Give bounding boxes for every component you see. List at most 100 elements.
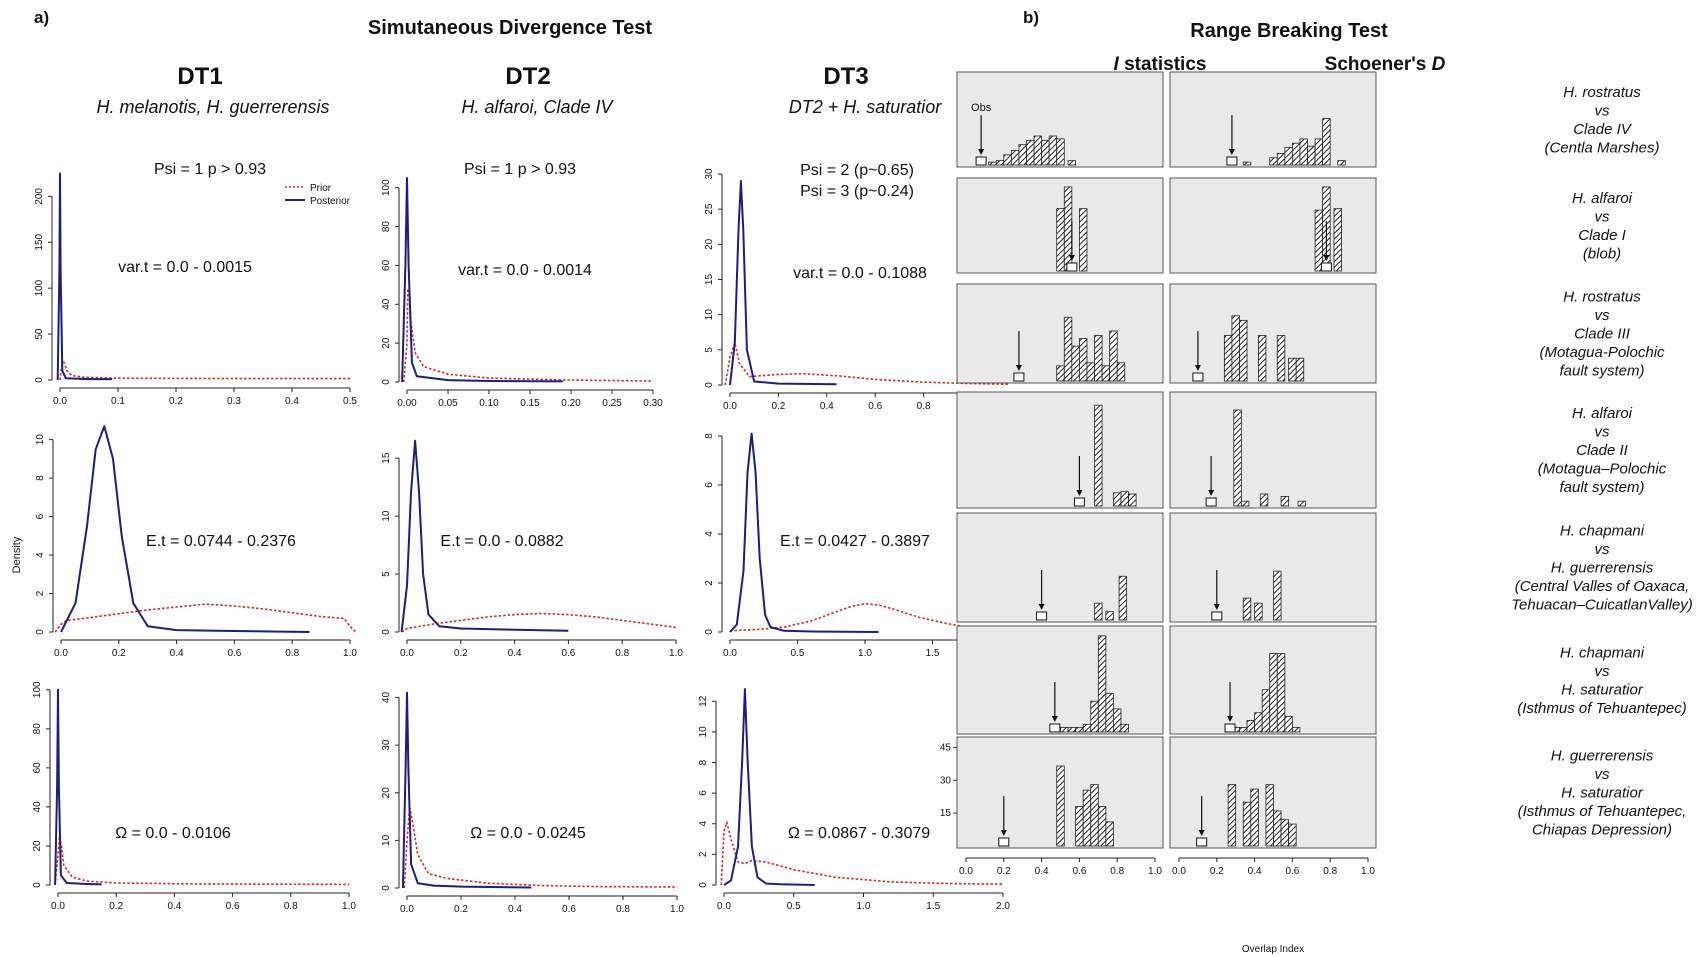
- observed-marker: [1205, 497, 1217, 507]
- observed-arrow-head: [1198, 830, 1205, 836]
- x-tick-label: 0.0: [723, 648, 737, 659]
- y-tick-label: 100: [34, 279, 45, 296]
- density-plot-dt1-vart: 0.0 0.1 0.2 0.3 0.4 0.5 0 50 100 150 200: [34, 172, 357, 407]
- x-tick-label: 1.5: [926, 901, 940, 912]
- histogram-bar: [1322, 118, 1331, 166]
- prior-curve: [403, 806, 678, 889]
- histogram-bar: [1314, 209, 1324, 272]
- histogram-bar: [1060, 726, 1069, 733]
- x-tick-label: 1.0: [1361, 866, 1375, 877]
- histogram-frame: [1169, 177, 1377, 274]
- observed-arrow-head: [1038, 604, 1045, 610]
- y-tick-label: 80: [381, 221, 392, 233]
- comparison-label-line: vs: [1595, 102, 1611, 119]
- y-tick-label: 0: [381, 379, 392, 385]
- observed-arrow-head: [1051, 716, 1058, 722]
- panel-b-letter: b): [1023, 8, 1039, 27]
- x-tick-label: 0.5: [791, 648, 805, 659]
- x-tick-label: 0.4: [1248, 866, 1262, 877]
- observed-marker: [1226, 156, 1238, 166]
- x-tick-label: 0.6: [868, 401, 882, 412]
- x-tick-label: 0.0: [723, 401, 737, 412]
- i-italic: I: [1114, 54, 1120, 75]
- comparison-label-line: fault system): [1559, 479, 1644, 496]
- histogram-bar: [1273, 810, 1282, 847]
- histogram-bar: [1288, 823, 1297, 847]
- x-tick-label: 0.8: [616, 904, 630, 915]
- x-tick-label: 0.2: [112, 648, 126, 659]
- observed-marker: [1196, 837, 1208, 847]
- comparison-label-line: H. guerrerensis: [1551, 560, 1654, 577]
- density-plot-dt1-omega: 0.0 0.2 0.4 0.6 0.8 1.0 0 20 40 60 80 100: [32, 681, 356, 912]
- histogram-bar: [1314, 138, 1324, 166]
- posterior-curve: [723, 688, 815, 886]
- histogram-bar: [1033, 135, 1043, 166]
- x-tick-label: 1.0: [343, 648, 357, 659]
- dt3-omega-annotation: Ω = 0.0867 - 0.3079: [788, 825, 930, 842]
- histogram-bar: [1094, 602, 1103, 621]
- histogram-bar: [1227, 784, 1237, 847]
- histogram-panel: [956, 512, 1164, 623]
- prior-curve: [54, 835, 350, 886]
- density-plot-dt3-omega: 0.0 0.5 1.0 1.5 2.0 0 2 4 6 8 10 12: [698, 688, 1010, 912]
- x-tick-label: 0.0: [54, 648, 68, 659]
- x-tick-label: 0.25: [602, 398, 622, 409]
- x-tick-label: 0.0: [400, 904, 414, 915]
- x-tick-label: 0.8: [1110, 866, 1124, 877]
- observed-marker: [998, 837, 1010, 847]
- y-tick-label: 20: [704, 238, 715, 250]
- histogram-frame: [1169, 512, 1377, 623]
- legend-prior-label: Prior: [310, 183, 332, 194]
- comparison-label-line: Chiapas Depression): [1532, 822, 1672, 839]
- histogram-bar: [1056, 208, 1065, 272]
- y-tick-label: 6: [698, 790, 709, 796]
- histogram-bar: [1048, 135, 1058, 166]
- comparison-label: H. guerrerensis vs H. saturatior (Isthmus o…: [1518, 748, 1687, 839]
- posterior-curve: [60, 425, 310, 633]
- obs-label: Obs: [971, 102, 992, 114]
- histogram-panel: Obs: [956, 71, 1164, 168]
- y-tick-label: 2: [35, 590, 46, 596]
- y-tick-label: 40: [381, 298, 392, 310]
- x-tick-label: 0.5: [787, 901, 801, 912]
- x-tick-label: 0.4: [170, 648, 184, 659]
- y-tick-label: 4: [35, 552, 46, 558]
- y-tick-label: 100: [32, 681, 43, 698]
- y-axis-label-density: Density: [11, 536, 23, 573]
- histogram-bar: [1063, 316, 1073, 382]
- comparison-label-line: (Isthmus of Tehuantepec,: [1518, 803, 1687, 820]
- y-tick-label: 0: [381, 885, 392, 891]
- x-tick-label: 0.5: [343, 396, 357, 407]
- dt3-vart-annotation: var.t = 0.0 - 0.1088: [793, 265, 927, 282]
- histogram-bar: [1242, 161, 1252, 166]
- histogram-bar: [1239, 319, 1248, 382]
- y-tick-label: 2: [704, 580, 715, 586]
- histogram-frame: [1169, 391, 1377, 509]
- y-tick-label: 20: [381, 787, 392, 799]
- posterior-curve: [56, 172, 113, 381]
- legend-posterior-label: Posterior: [310, 196, 351, 207]
- histogram-bar: [1128, 493, 1137, 507]
- observed-marker: [1073, 497, 1085, 507]
- comparison-label: H. rostratus vs Clade III (Motagua-Polochic…: [1539, 289, 1665, 380]
- observed-arrow-head: [1076, 490, 1083, 496]
- panel-b-title: Range Breaking Test: [1190, 20, 1388, 42]
- histogram-bar: [1246, 720, 1256, 733]
- y-tick-label: 8: [698, 759, 709, 765]
- histogram-bar: [1075, 806, 1084, 847]
- y-tick-label: 5: [704, 347, 715, 353]
- x-tick-label: 0.2: [771, 401, 785, 412]
- histogram-bar: [1105, 693, 1114, 733]
- y-tick-label: 8: [35, 475, 46, 481]
- density-plot-dt3-vart: 0.00.20.40.60.81.0051015202530: [704, 168, 1009, 412]
- observed-marker: [1224, 723, 1236, 733]
- y-tick-label: 10: [381, 834, 392, 846]
- comparison-label-line: H. rostratus: [1563, 84, 1641, 101]
- x-tick-label: 0.4: [508, 904, 522, 915]
- comparison-label-line: Clade I: [1578, 227, 1626, 244]
- x-tick-label: 0.6: [561, 648, 575, 659]
- x-tick-label: 0.4: [167, 901, 181, 912]
- comparison-label-line: vs: [1595, 766, 1611, 783]
- comparison-label-line: vs: [1595, 663, 1611, 680]
- histogram-frame: [956, 512, 1164, 623]
